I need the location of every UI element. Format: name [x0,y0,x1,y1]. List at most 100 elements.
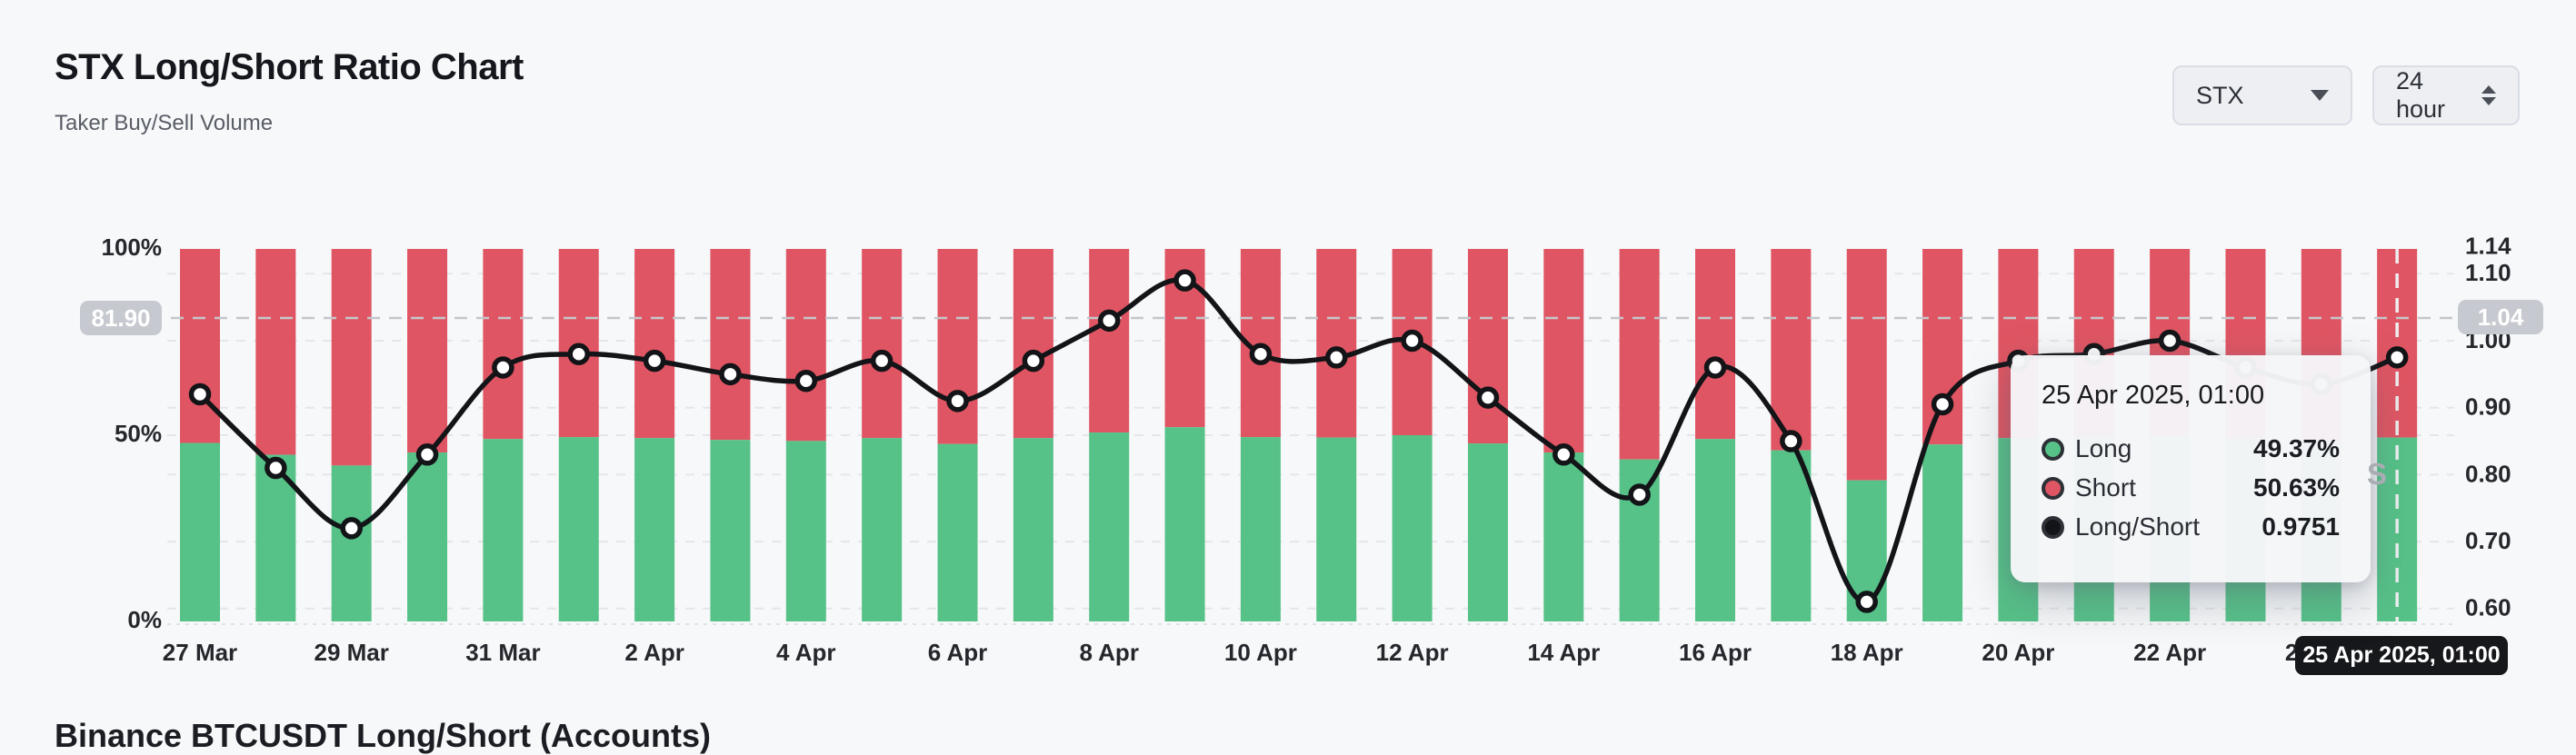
tooltip-row-short: Short 50.63% [2042,473,2340,502]
bar-segment-long[interactable] [180,442,220,621]
symbol-select[interactable]: STX [2172,65,2352,125]
data-point-marker[interactable] [719,363,742,386]
bar-segment-short[interactable] [255,249,296,455]
bar-segment-short[interactable] [331,249,372,466]
right-axis-tick-label: 0.80 [2465,460,2511,487]
crosshair-date-badge: 25 Apr 2025, 01:00 [2295,636,2508,675]
bar-segment-long[interactable] [862,438,903,621]
x-axis-tick-label: 18 Apr [1831,639,1903,666]
right-axis-tick-label: 0.70 [2465,527,2511,554]
bar-segment-long[interactable] [1240,437,1281,621]
interval-select-value: 24 hour [2396,67,2446,123]
bar-segment-short[interactable] [483,249,524,440]
data-point-marker[interactable] [1628,483,1651,506]
bar-segment-short[interactable] [710,249,751,441]
next-section-title: Binance BTCUSDT Long/Short (Accounts) [55,717,711,754]
long-short-ratio-chart[interactable]: 100%50%0%1.141.101.000.900.800.700.6027 … [0,0,2576,732]
right-axis-tick-label: 1.14 [2465,233,2511,260]
data-point-marker[interactable] [870,349,894,373]
bar-segment-long[interactable] [1543,452,1584,621]
bar-segment-short[interactable] [937,249,978,444]
bar-segment-short[interactable] [1316,249,1357,438]
data-point-marker[interactable] [1249,343,1273,365]
crosshair-right-value-badge: 1.04 [2458,300,2543,334]
x-axis-tick-label: 29 Mar [315,639,389,666]
data-point-marker[interactable] [2158,329,2182,353]
data-point-marker[interactable] [1855,591,1878,613]
page-title: STX Long/Short Ratio Chart [55,47,524,87]
bar-segment-long[interactable] [1467,443,1508,621]
x-axis-tick-label: 14 Apr [1527,639,1600,666]
data-point-marker[interactable] [1097,309,1121,333]
data-point-marker[interactable] [1022,349,1045,373]
right-axis-tick-label: 0.60 [2465,594,2511,621]
symbol-select-value: STX [2196,81,2244,109]
bar-segment-short[interactable] [1543,249,1584,453]
bar-segment-short[interactable] [1846,249,1887,481]
short-dot-icon [2042,476,2064,500]
bar-segment-short[interactable] [1013,249,1053,439]
bar-segment-long[interactable] [1013,438,1053,621]
data-point-marker[interactable] [1553,443,1575,466]
x-axis-tick-label: 6 Apr [928,639,988,666]
data-point-marker[interactable] [2385,346,2409,369]
data-point-marker[interactable] [1476,386,1500,409]
right-axis-tick-label: 0.90 [2465,393,2511,421]
data-point-marker[interactable] [265,456,287,480]
tooltip-row-value: 0.9751 [2261,512,2340,541]
bar-segment-short[interactable] [180,249,220,443]
data-point-marker[interactable] [643,349,666,373]
data-point-marker[interactable] [946,390,969,412]
long-dot-icon [2042,437,2064,461]
bar-segment-long[interactable] [937,443,978,621]
bar-segment-long[interactable] [483,439,524,621]
chevron-down-icon [2311,90,2329,101]
data-point-marker[interactable] [492,356,514,379]
data-point-marker[interactable] [794,369,818,392]
tooltip-row-label: Long [2075,434,2132,462]
data-point-marker[interactable] [415,443,439,466]
data-point-marker[interactable] [340,517,363,540]
x-axis-tick-label: 12 Apr [1376,639,1449,666]
tooltip-row-value: 50.63% [2253,473,2340,502]
bar-segment-short[interactable] [785,249,826,442]
data-point-marker[interactable] [1401,329,1423,353]
left-axis-tick-label: 0% [127,606,162,633]
tooltip-row-label: Long/Short [2075,512,2200,541]
bar-segment-long[interactable] [407,452,448,621]
bar-segment-short[interactable] [407,249,448,453]
data-point-marker[interactable] [188,382,212,406]
bar-segment-long[interactable] [1392,435,1433,621]
bar-segment-short[interactable] [634,249,675,439]
bar-segment-long[interactable] [1922,444,1963,621]
bar-segment-long[interactable] [1316,437,1357,621]
data-point-marker[interactable] [1931,392,1954,416]
data-point-marker[interactable] [1780,430,1802,452]
bar-segment-short[interactable] [862,249,903,439]
tooltip-row-long: Long 49.37% [2042,434,2340,463]
bar-segment-long[interactable] [1771,450,1812,621]
bar-segment-long[interactable] [1695,439,1735,621]
bar-segment-short[interactable] [1467,249,1508,444]
bar-segment-long[interactable] [558,437,599,621]
bar-segment-short[interactable] [1619,249,1660,460]
x-axis-tick-label: 16 Apr [1679,639,1752,666]
bar-segment-short[interactable] [1089,249,1130,432]
data-point-marker[interactable] [567,343,590,365]
ratio-dot-icon [2042,515,2064,539]
bar-segment-long[interactable] [710,440,751,621]
bar-segment-long[interactable] [331,465,372,621]
crosshair-left-value-badge: 81.90 [80,301,162,335]
data-point-marker[interactable] [1173,269,1196,292]
left-axis-tick-label: 100% [102,233,163,261]
interval-select[interactable]: 24 hour [2372,65,2520,125]
bar-segment-long[interactable] [785,441,826,621]
tooltip-row-value: 49.37% [2253,434,2340,462]
data-point-marker[interactable] [1325,346,1348,369]
bar-segment-long[interactable] [634,438,675,621]
data-point-marker[interactable] [1703,356,1727,379]
bar-segment-long[interactable] [1164,427,1205,621]
bar-segment-long[interactable] [1089,432,1130,621]
bar-segment-short[interactable] [1695,249,1735,440]
x-axis-tick-label: 2 Apr [624,639,684,666]
